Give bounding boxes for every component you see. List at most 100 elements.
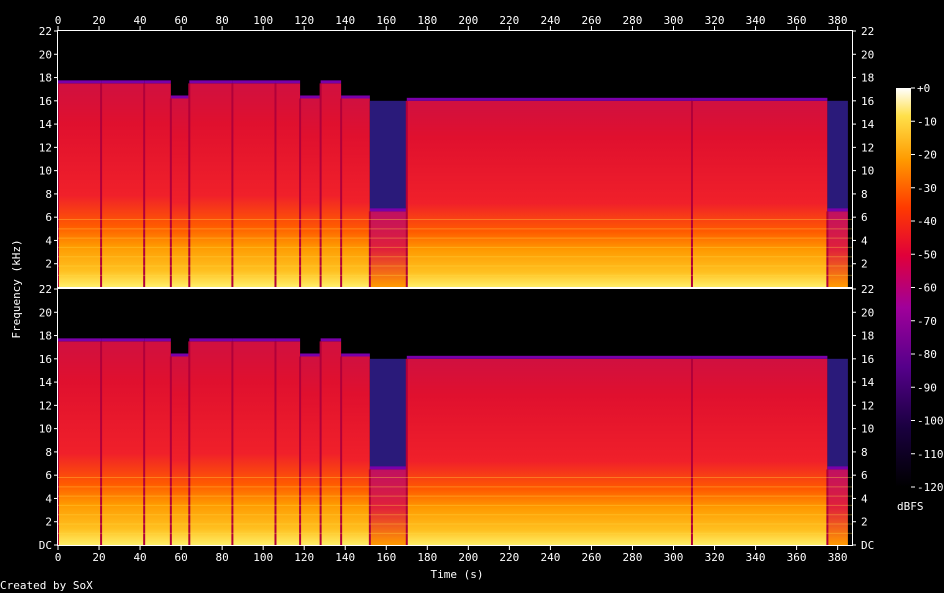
x-tick-label: 100 bbox=[253, 14, 273, 27]
y-tick-label: 6 bbox=[45, 211, 52, 224]
cutoff-edge bbox=[320, 80, 342, 84]
y-tick-label: 4 bbox=[45, 492, 52, 505]
y-tick-label: 2 bbox=[861, 516, 868, 529]
y-tick-label: 10 bbox=[861, 423, 874, 436]
y-tick-label: 12 bbox=[861, 399, 874, 412]
spectrogram-segment bbox=[170, 356, 190, 545]
x-tick-label: 340 bbox=[746, 551, 766, 564]
panel-frame bbox=[57, 30, 853, 288]
cutoff-edge bbox=[320, 338, 342, 342]
colorbar-tick-label: -10 bbox=[917, 115, 937, 128]
y-tick-label: DC bbox=[39, 539, 52, 552]
x-tick-label: 160 bbox=[376, 551, 396, 564]
x-tick-label: 240 bbox=[540, 14, 560, 27]
x-tick-label: 200 bbox=[458, 14, 478, 27]
cutoff-edge bbox=[189, 338, 233, 342]
x-axis-label: Time (s) bbox=[431, 568, 484, 581]
x-tick-label: 220 bbox=[499, 14, 519, 27]
y-tick-label: 14 bbox=[861, 118, 875, 131]
spectrogram-segment bbox=[300, 98, 321, 287]
spectrogram-segment bbox=[144, 83, 171, 287]
cutoff-edge bbox=[369, 208, 407, 212]
x-tick-label: 120 bbox=[294, 551, 314, 564]
y-tick-label: 20 bbox=[861, 48, 874, 61]
x-tick-label: 120 bbox=[294, 14, 314, 27]
colorbar-tick-label: -90 bbox=[917, 381, 937, 394]
x-tick-label: 40 bbox=[133, 551, 146, 564]
spectrogram-segment bbox=[101, 341, 145, 545]
x-tick-label: 80 bbox=[216, 551, 229, 564]
y-tick-label: 6 bbox=[45, 469, 52, 482]
spectrogram-segment bbox=[232, 341, 276, 545]
x-tick-label: 0 bbox=[55, 551, 62, 564]
x-tick-label: 60 bbox=[174, 551, 187, 564]
y-tick-label: 18 bbox=[861, 330, 874, 343]
colorbar-tick-label: -30 bbox=[917, 182, 937, 195]
y-tick-label: 4 bbox=[861, 492, 868, 505]
colorbar-label: dBFS bbox=[897, 500, 924, 513]
y-tick-label: 8 bbox=[45, 446, 52, 459]
x-tick-label: 200 bbox=[458, 551, 478, 564]
spectrogram-segment bbox=[341, 98, 370, 287]
x-tick-label: 180 bbox=[417, 551, 437, 564]
y-tick-label: 22 bbox=[861, 25, 874, 38]
spectrogram-segment bbox=[369, 211, 407, 287]
spectrogram-segment bbox=[406, 100, 692, 288]
spectrogram-channel-1 bbox=[57, 30, 853, 288]
spectrogram-segment bbox=[691, 100, 828, 288]
y-tick-label: 6 bbox=[861, 211, 868, 224]
colorbar-tick-label: -70 bbox=[917, 315, 937, 328]
y-tick-label: 22 bbox=[39, 283, 52, 296]
cutoff-edge bbox=[232, 338, 276, 342]
y-tick-label: 14 bbox=[861, 376, 875, 389]
spectrogram-segment bbox=[369, 469, 407, 545]
colorbar-tick-label: -110 bbox=[917, 448, 944, 461]
colorbar-tick-label: -60 bbox=[917, 282, 937, 295]
spectrogram-segment bbox=[144, 341, 171, 545]
y-tick-label: DC bbox=[861, 539, 874, 552]
spectrogram-segment bbox=[275, 341, 301, 545]
colorbar-tick-label: -120 bbox=[917, 481, 944, 494]
panel-frame bbox=[57, 288, 853, 546]
spectrogram-segment bbox=[320, 83, 342, 287]
y-tick-label: 8 bbox=[861, 188, 868, 201]
y-tick-label: 20 bbox=[39, 48, 52, 61]
colorbar-tick-label: -80 bbox=[917, 348, 937, 361]
y-tick-label: 16 bbox=[861, 353, 874, 366]
cutoff-edge bbox=[691, 97, 828, 101]
x-tick-label: 140 bbox=[335, 551, 355, 564]
y-tick-label: 22 bbox=[39, 25, 52, 38]
spectrogram-segment bbox=[189, 341, 233, 545]
y-tick-label: 20 bbox=[39, 306, 52, 319]
cutoff-edge bbox=[275, 338, 301, 342]
cutoff-edge bbox=[369, 466, 407, 470]
spectrogram-channel-2 bbox=[57, 288, 853, 546]
cutoff-edge bbox=[144, 80, 171, 84]
colorbar-tick-label: -50 bbox=[917, 248, 937, 261]
x-tick-label: 220 bbox=[499, 551, 519, 564]
colorbar-tick-label: -20 bbox=[917, 149, 937, 162]
x-tick-label: 340 bbox=[746, 14, 766, 27]
colorbar-tick-label: -100 bbox=[917, 415, 944, 428]
cutoff-edge bbox=[341, 353, 370, 357]
y-tick-label: 22 bbox=[861, 283, 874, 296]
x-tick-label: 180 bbox=[417, 14, 437, 27]
cutoff-edge bbox=[300, 353, 321, 357]
x-tick-label: 160 bbox=[376, 14, 396, 27]
y-tick-label: 10 bbox=[39, 165, 52, 178]
x-tick-label: 140 bbox=[335, 14, 355, 27]
y-tick-label: 16 bbox=[39, 95, 52, 108]
quiet-band bbox=[369, 100, 407, 212]
spectrogram-segment bbox=[406, 358, 692, 545]
spectrogram-segment bbox=[341, 356, 370, 545]
y-tick-label: 2 bbox=[45, 516, 52, 529]
y-tick-label: 14 bbox=[39, 376, 53, 389]
spectrogram-segment bbox=[827, 211, 848, 287]
cutoff-edge bbox=[827, 466, 848, 470]
colorbar-gradient bbox=[896, 88, 911, 487]
cutoff-edge bbox=[170, 353, 190, 357]
spectrogram-segment bbox=[275, 83, 301, 287]
x-tick-label: 280 bbox=[623, 14, 643, 27]
y-tick-label: 4 bbox=[45, 234, 52, 247]
x-tick-label: 60 bbox=[174, 14, 187, 27]
